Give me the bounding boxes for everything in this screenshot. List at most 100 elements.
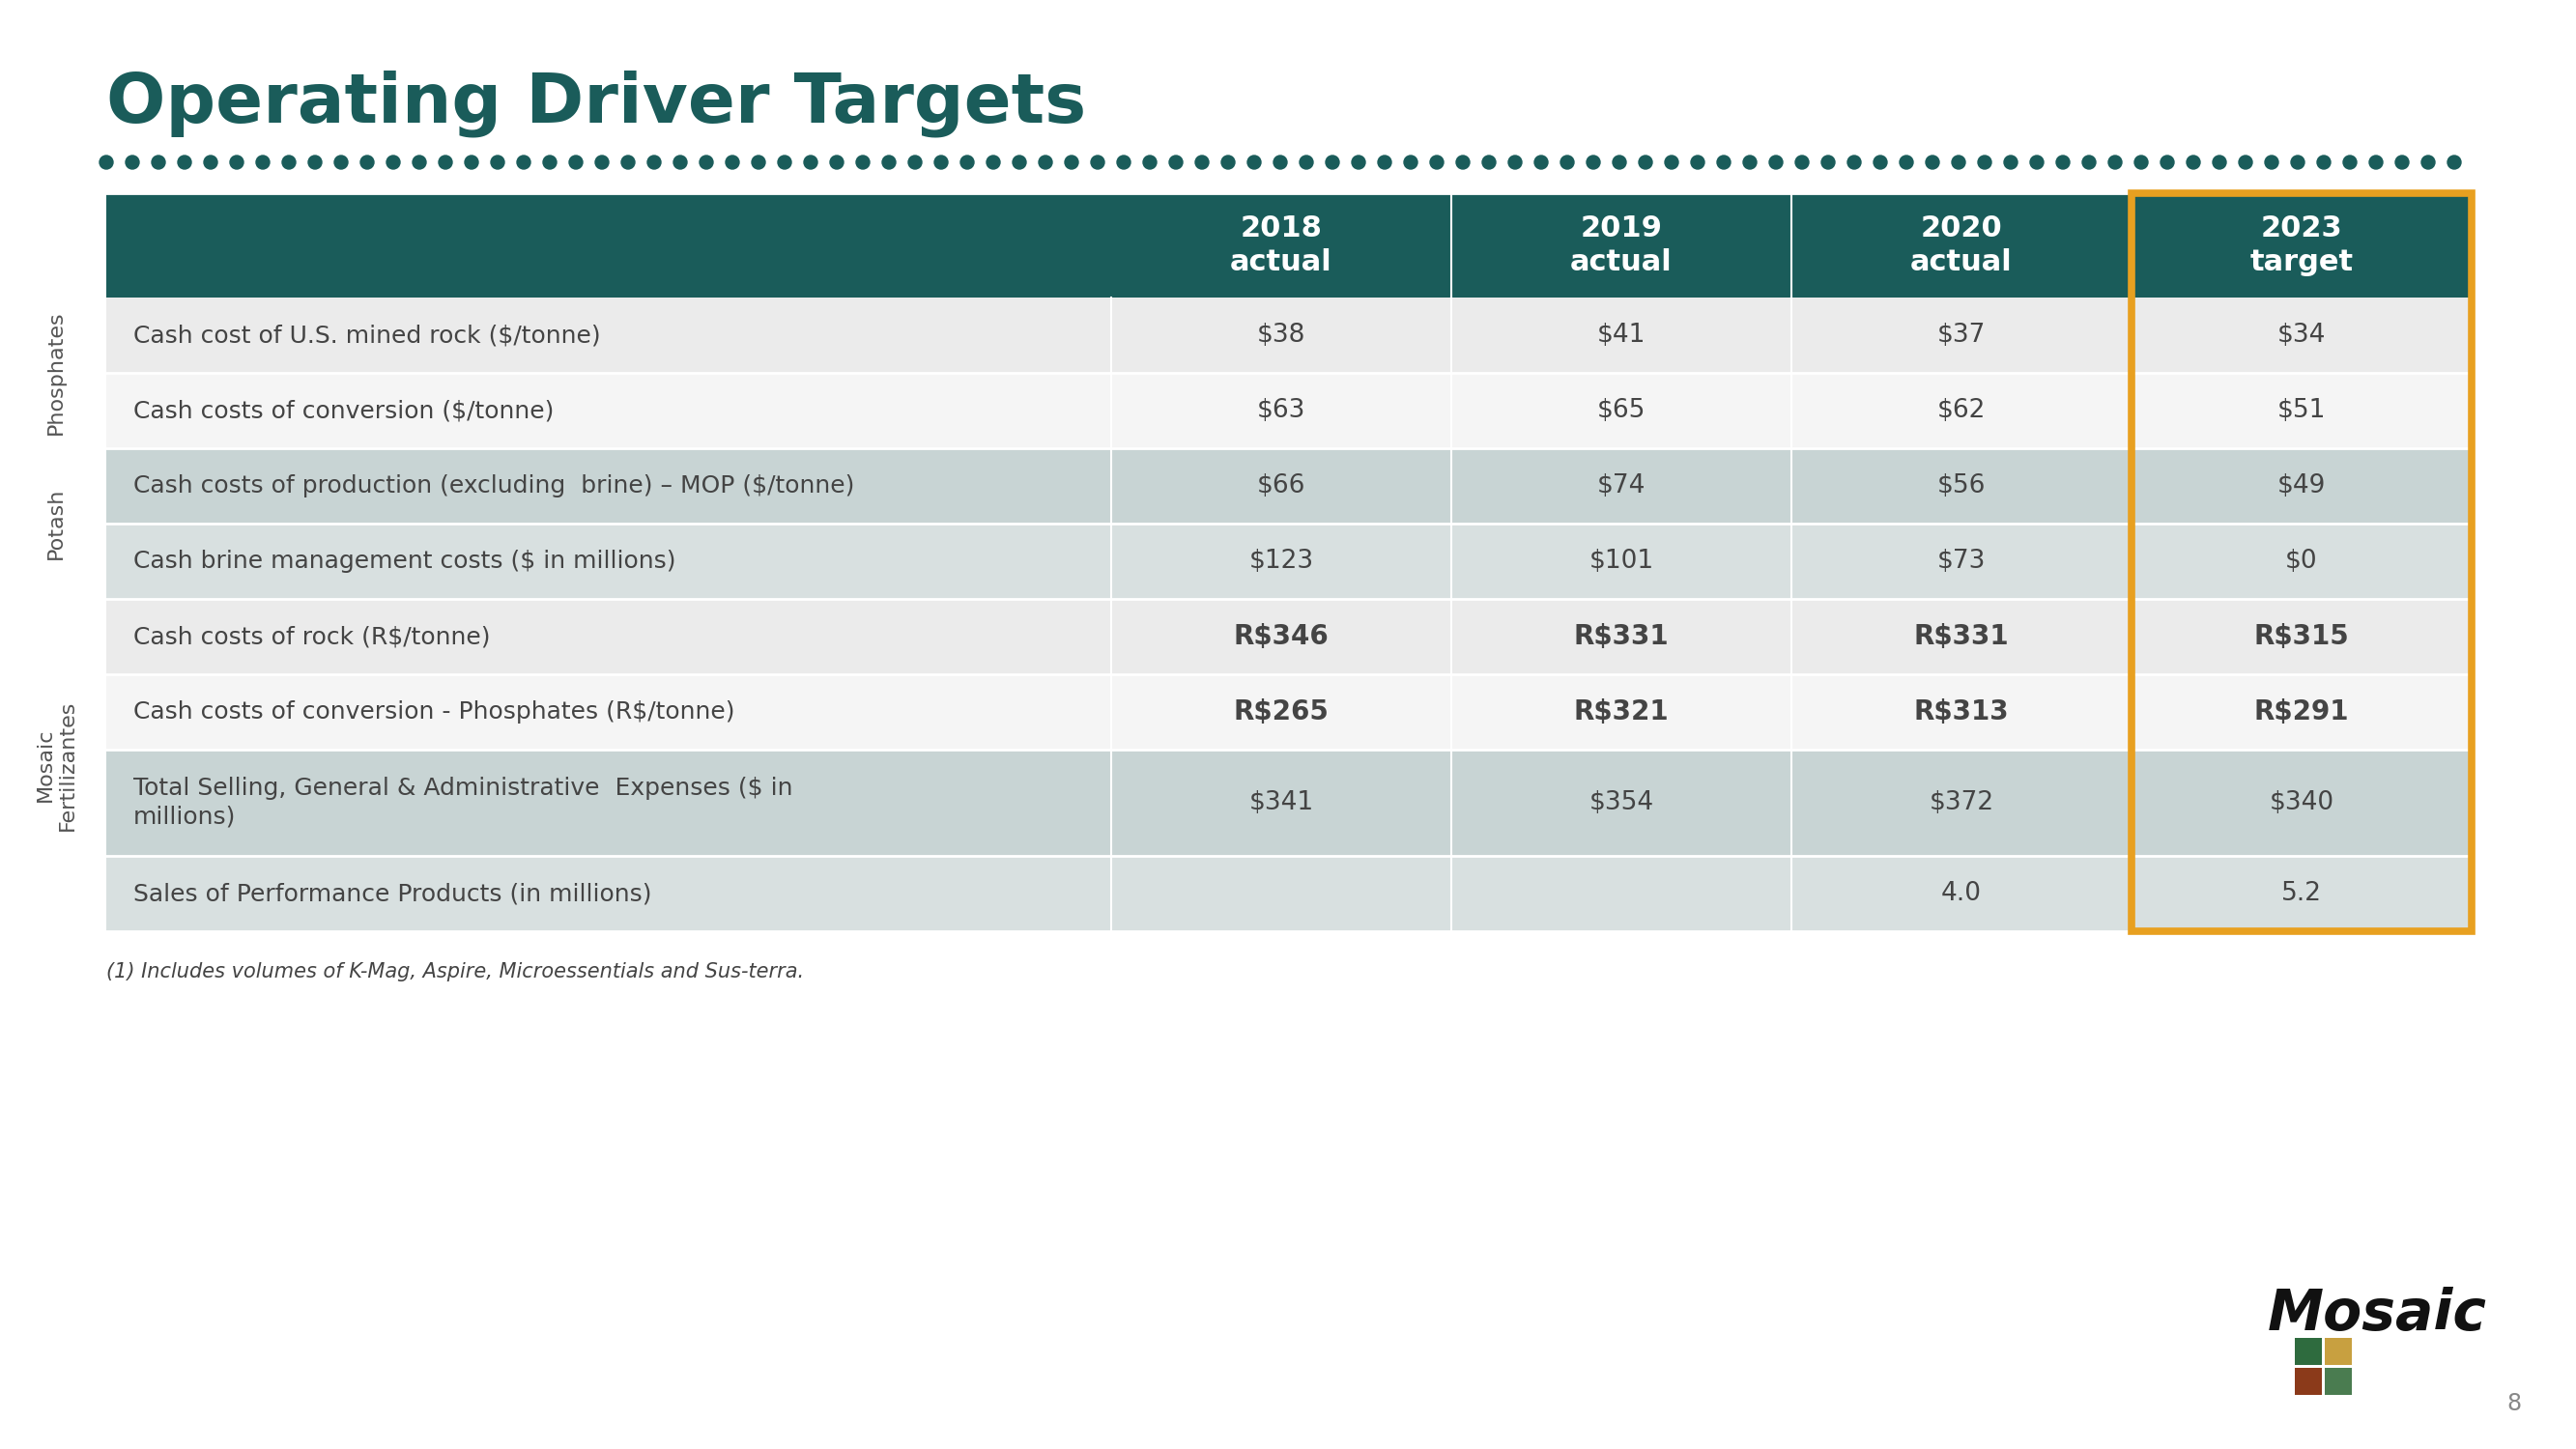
Text: $34: $34	[2277, 323, 2326, 348]
Text: 4.0: 4.0	[1942, 881, 1981, 906]
Circle shape	[126, 155, 139, 170]
Text: Cash costs of conversion - Phosphates (R$/tonne): Cash costs of conversion - Phosphates (R…	[134, 700, 734, 723]
Text: 2020
actual: 2020 actual	[1911, 214, 2012, 277]
Text: Potash: Potash	[46, 488, 67, 559]
Text: $74: $74	[1597, 474, 1646, 498]
Text: $372: $372	[1929, 790, 1994, 816]
Circle shape	[1247, 155, 1260, 170]
Text: Phosphates: Phosphates	[46, 310, 67, 435]
Circle shape	[829, 155, 842, 170]
Circle shape	[1170, 155, 1182, 170]
Text: $65: $65	[1597, 398, 1646, 423]
Circle shape	[672, 155, 688, 170]
Circle shape	[1690, 155, 1705, 170]
Circle shape	[935, 155, 948, 170]
Text: 2019
actual: 2019 actual	[1571, 214, 1672, 277]
Circle shape	[1847, 155, 1860, 170]
Text: Cash costs of rock (R$/tonne): Cash costs of rock (R$/tonne)	[134, 625, 489, 648]
Text: $0: $0	[2285, 549, 2318, 574]
Text: $340: $340	[2269, 790, 2334, 816]
Circle shape	[2187, 155, 2200, 170]
Circle shape	[2004, 155, 2017, 170]
Circle shape	[2370, 155, 2383, 170]
Circle shape	[778, 155, 791, 170]
Text: R$331: R$331	[1914, 623, 2009, 651]
Bar	[2324, 1368, 2352, 1395]
Text: $341: $341	[1249, 790, 1314, 816]
Text: R$331: R$331	[1574, 623, 1669, 651]
Text: $123: $123	[1249, 549, 1314, 574]
Text: R$265: R$265	[1234, 698, 1329, 726]
Text: Cash brine management costs ($ in millions): Cash brine management costs ($ in millio…	[134, 549, 675, 572]
Circle shape	[2081, 155, 2097, 170]
Circle shape	[2239, 155, 2251, 170]
Circle shape	[1613, 155, 1625, 170]
Bar	[106, 193, 2470, 297]
Text: $73: $73	[1937, 549, 1986, 574]
Circle shape	[881, 155, 896, 170]
Circle shape	[855, 155, 871, 170]
Text: Cash costs of conversion ($/tonne): Cash costs of conversion ($/tonne)	[134, 398, 554, 422]
Circle shape	[2030, 155, 2043, 170]
Circle shape	[1430, 155, 1443, 170]
Bar	[106, 372, 2470, 448]
Bar	[2295, 1368, 2321, 1395]
Text: Mosaic: Mosaic	[2267, 1287, 2486, 1342]
Text: Cash costs of production (excluding  brine) – MOP ($/tonne): Cash costs of production (excluding brin…	[134, 474, 855, 497]
Circle shape	[647, 155, 662, 170]
Circle shape	[1664, 155, 1680, 170]
Text: $101: $101	[1589, 549, 1654, 574]
Circle shape	[2264, 155, 2277, 170]
Text: $354: $354	[1589, 790, 1654, 816]
Text: R$291: R$291	[2254, 698, 2349, 726]
Circle shape	[335, 155, 348, 170]
Text: R$315: R$315	[2254, 623, 2349, 651]
Circle shape	[1899, 155, 1914, 170]
Bar	[106, 523, 2470, 598]
Circle shape	[1038, 155, 1051, 170]
Text: $51: $51	[2277, 398, 2326, 423]
Text: R$321: R$321	[1574, 698, 1669, 726]
Circle shape	[701, 155, 714, 170]
Text: Cash cost of U.S. mined rock ($/tonne): Cash cost of U.S. mined rock ($/tonne)	[134, 323, 600, 346]
Circle shape	[438, 155, 453, 170]
Text: 2018
actual: 2018 actual	[1231, 214, 1332, 277]
Circle shape	[1352, 155, 1365, 170]
Circle shape	[386, 155, 399, 170]
Circle shape	[309, 155, 322, 170]
Circle shape	[1273, 155, 1288, 170]
Circle shape	[804, 155, 817, 170]
Circle shape	[1221, 155, 1234, 170]
Circle shape	[1927, 155, 1940, 170]
Circle shape	[2447, 155, 2460, 170]
Circle shape	[2316, 155, 2331, 170]
Circle shape	[1561, 155, 1574, 170]
Circle shape	[1064, 155, 1079, 170]
Circle shape	[2107, 155, 2123, 170]
Circle shape	[229, 155, 245, 170]
Circle shape	[1455, 155, 1471, 170]
Circle shape	[544, 155, 556, 170]
Circle shape	[2056, 155, 2069, 170]
Circle shape	[1012, 155, 1025, 170]
Circle shape	[1953, 155, 1965, 170]
Circle shape	[1301, 155, 1314, 170]
Text: $38: $38	[1257, 323, 1306, 348]
Circle shape	[1978, 155, 1991, 170]
Circle shape	[595, 155, 608, 170]
Circle shape	[2290, 155, 2306, 170]
Circle shape	[2136, 155, 2148, 170]
Circle shape	[909, 155, 922, 170]
Circle shape	[492, 155, 505, 170]
Text: 5.2: 5.2	[2282, 881, 2321, 906]
Circle shape	[464, 155, 479, 170]
Text: (1) Includes volumes of K-Mag, Aspire, Microessentials and Sus-terra.: (1) Includes volumes of K-Mag, Aspire, M…	[106, 962, 804, 981]
Circle shape	[2161, 155, 2174, 170]
Text: R$346: R$346	[1234, 623, 1329, 651]
Circle shape	[283, 155, 296, 170]
Circle shape	[1795, 155, 1808, 170]
Circle shape	[1144, 155, 1157, 170]
Circle shape	[1378, 155, 1391, 170]
Circle shape	[987, 155, 999, 170]
Circle shape	[255, 155, 270, 170]
